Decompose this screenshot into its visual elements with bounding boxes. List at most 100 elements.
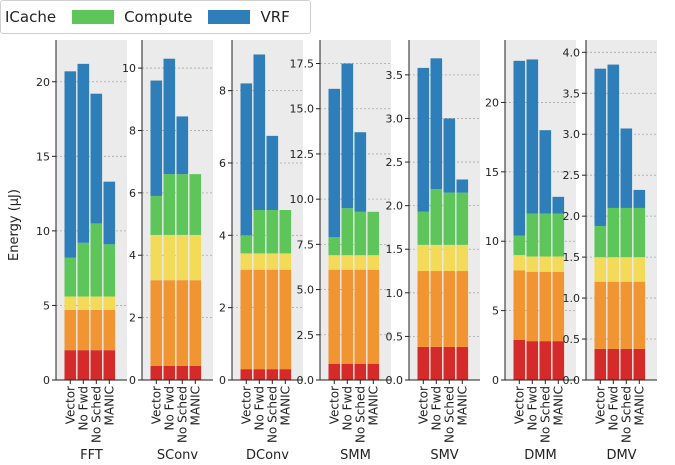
bar-segment (279, 369, 292, 380)
bar-segment (417, 271, 430, 347)
y-tick-label: 0.0 (563, 374, 581, 387)
bar-segment (367, 211, 380, 256)
bar-segment (103, 244, 116, 297)
bar-segment (150, 80, 163, 196)
bar-segment (341, 208, 354, 256)
bar-segment (607, 207, 620, 258)
y-tick-label: 10 (36, 225, 50, 238)
bar-segment (328, 255, 341, 270)
bar-segment (417, 67, 430, 212)
bar-segment (90, 223, 103, 297)
bar-segment (103, 181, 116, 245)
bar-segment (266, 369, 279, 380)
bar-segment (90, 309, 103, 351)
bar-segment (443, 271, 456, 347)
bar-segment (64, 309, 77, 351)
y-tick-label: 15.0 (290, 103, 315, 116)
bar-segment (620, 128, 633, 208)
bar-segment (163, 174, 176, 235)
y-tick-label: 10.0 (290, 193, 315, 206)
x-tick-label: No Fwd (162, 386, 176, 430)
bar-segment (539, 341, 552, 380)
legend: ICache Compute VRF (0, 0, 311, 34)
y-tick-label: 15 (485, 166, 499, 179)
panel-title: SMM (340, 448, 371, 463)
bar-segment (341, 363, 354, 380)
bar-segment (240, 269, 253, 370)
bar-segment (513, 60, 526, 236)
panel-title: DMM (524, 448, 556, 463)
bar-segment (456, 244, 469, 272)
bar-segment (443, 346, 456, 380)
bar-segment (150, 280, 163, 366)
x-tick-label: No Fwd (429, 386, 443, 430)
y-tick-label: 0 (492, 374, 499, 387)
bar-segment (443, 192, 456, 245)
bar-segment (240, 83, 253, 236)
y-tick-label: 0.0 (297, 374, 315, 387)
y-tick-label: 1.0 (563, 292, 581, 305)
bar-segment (341, 63, 354, 209)
panel-sconv: 0 2 4 6 8 10 Vector No Fwd No Sched MANIC SConv (122, 40, 213, 463)
bar-segment (430, 346, 443, 380)
bar-segment (266, 210, 279, 254)
legend-item-icache: ICache (5, 8, 56, 26)
bar-segment (417, 211, 430, 245)
y-tick-label: 5 (492, 305, 499, 318)
bar-segment (456, 271, 469, 347)
bar-segment (328, 363, 341, 380)
y-tick-label: 3.5 (386, 69, 404, 82)
panel-dmv: 0.0 0.5 1.0 1.5 2.0 2.5 3.0 3.5 4.0 Vector No Fwd N… (563, 40, 657, 463)
panel-title: SMV (430, 448, 458, 463)
bar-segment (633, 207, 646, 258)
bar-segment (176, 280, 189, 366)
y-tick-label: 3.5 (563, 87, 581, 100)
bar-segment (253, 253, 266, 270)
x-tick-label: MANIC (366, 386, 380, 425)
bar-segment (526, 271, 539, 342)
x-tick-label: No Sched (619, 386, 633, 443)
legend-label-icache: ICache (5, 8, 57, 26)
legend-swatch-vrf (208, 10, 251, 24)
y-tick-label: 2.5 (386, 156, 404, 169)
bar-segment (594, 348, 607, 380)
bar-segment (607, 348, 620, 380)
bar-segment (90, 296, 103, 310)
bar-segment (77, 296, 90, 310)
x-tick-label: MANIC (188, 386, 202, 425)
bar-segment (430, 189, 443, 245)
bar-segment (513, 270, 526, 340)
bar-segment (354, 132, 367, 212)
panel-smv: 0.0 0.5 1.0 1.5 2.0 2.5 3.0 3.5 Vector No Fwd No S… (386, 40, 480, 463)
bar-segment (103, 350, 116, 380)
x-tick-label: Vector (593, 386, 607, 424)
bar-segment (266, 269, 279, 370)
y-tick-label: 12.5 (290, 148, 315, 161)
bar-segment (620, 348, 633, 380)
bar-segment (513, 255, 526, 271)
bar-segment (552, 213, 565, 257)
bar-segment (77, 63, 90, 243)
panel-title: SConv (157, 448, 199, 463)
bar-segment (539, 256, 552, 272)
bar-segment (539, 271, 552, 342)
panel-title: DMV (606, 448, 636, 463)
bar-segment (526, 256, 539, 272)
bar-segment (176, 365, 189, 380)
y-tick-label: 17.5 (290, 58, 315, 71)
x-tick-label: Vector (149, 386, 163, 424)
y-tick-label: 1.5 (563, 251, 581, 264)
y-axis-label: Energy (μJ) (7, 189, 22, 261)
y-tick-label: 4 (129, 249, 136, 262)
bar-segment (253, 54, 266, 211)
bar-segment (620, 281, 633, 349)
x-tick-label: No Sched (442, 386, 456, 443)
y-tick-label: 6 (219, 157, 226, 170)
x-tick-label: No Fwd (252, 386, 266, 430)
bar-segment (253, 269, 266, 370)
x-tick-label: Vector (327, 386, 341, 424)
y-tick-label: 10 (122, 62, 136, 75)
y-tick-label: 2 (129, 312, 136, 325)
panel-title: DConv (246, 448, 289, 463)
y-tick-label: 0 (129, 374, 136, 387)
